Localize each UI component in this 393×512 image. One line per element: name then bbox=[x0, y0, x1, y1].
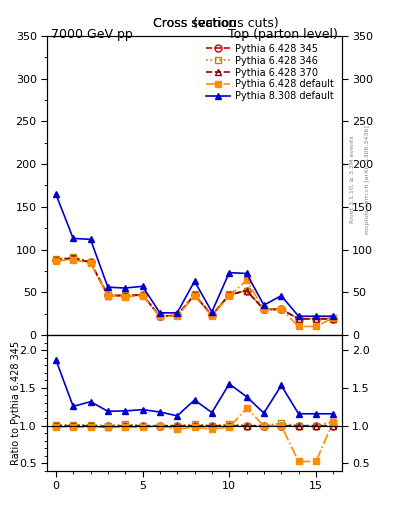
Pythia 6.428 default bbox=[53, 258, 58, 264]
Pythia 6.428 default bbox=[140, 293, 145, 299]
Pythia 6.428 default bbox=[88, 260, 93, 266]
Pythia 8.308 default bbox=[296, 313, 301, 319]
Pythia 6.428 346 bbox=[140, 292, 145, 298]
Pythia 6.428 370 bbox=[227, 292, 231, 298]
Text: Rivet 3.1.10, ≥ 3.2M events: Rivet 3.1.10, ≥ 3.2M events bbox=[350, 135, 355, 223]
Pythia 6.428 346 bbox=[279, 306, 284, 312]
Pythia 6.428 default bbox=[279, 306, 284, 312]
Pythia 8.308 default bbox=[53, 191, 58, 197]
Pythia 6.428 370 bbox=[296, 316, 301, 322]
Pythia 6.428 default bbox=[244, 278, 249, 284]
Line: Pythia 6.428 345: Pythia 6.428 345 bbox=[52, 254, 337, 322]
Pythia 6.428 default bbox=[158, 313, 162, 319]
Pythia 6.428 default bbox=[227, 293, 231, 299]
Text: (various cuts): (various cuts) bbox=[193, 17, 279, 30]
Pythia 6.428 346 bbox=[88, 259, 93, 265]
Pythia 8.308 default bbox=[123, 285, 128, 291]
Pythia 6.428 346 bbox=[314, 316, 318, 322]
Pythia 6.428 370 bbox=[88, 259, 93, 265]
Pythia 8.308 default bbox=[314, 313, 318, 319]
Pythia 6.428 346 bbox=[331, 315, 336, 321]
Pythia 6.428 370 bbox=[123, 293, 128, 299]
Pythia 6.428 default bbox=[192, 293, 197, 299]
Pythia 8.308 default bbox=[158, 310, 162, 316]
Text: Cross section: Cross section bbox=[153, 17, 236, 30]
Pythia 6.428 345 bbox=[71, 255, 75, 261]
Pythia 6.428 default bbox=[105, 293, 110, 299]
Pythia 6.428 default bbox=[314, 324, 318, 330]
Pythia 6.428 345 bbox=[209, 312, 214, 318]
Pythia 8.308 default bbox=[244, 270, 249, 276]
Pythia 6.428 default bbox=[261, 306, 266, 312]
Pythia 6.428 370 bbox=[331, 316, 336, 322]
Pythia 6.428 345 bbox=[140, 292, 145, 298]
Pythia 8.308 default bbox=[192, 278, 197, 284]
Text: mcplots.cern.ch [arXiv:1306.3436]: mcplots.cern.ch [arXiv:1306.3436] bbox=[365, 125, 371, 233]
Pythia 6.428 default bbox=[331, 315, 336, 321]
Pythia 6.428 370 bbox=[175, 312, 180, 318]
Text: Cross section: Cross section bbox=[153, 17, 236, 30]
Pythia 6.428 370 bbox=[314, 316, 318, 322]
Pythia 8.308 default bbox=[209, 309, 214, 315]
Pythia 6.428 346 bbox=[53, 256, 58, 262]
Pythia 6.428 345 bbox=[331, 316, 336, 322]
Pythia 8.308 default bbox=[261, 302, 266, 308]
Pythia 8.308 default bbox=[71, 236, 75, 242]
Pythia 6.428 370 bbox=[261, 306, 266, 312]
Pythia 6.428 346 bbox=[261, 306, 266, 312]
Pythia 6.428 346 bbox=[175, 312, 180, 318]
Pythia 6.428 default bbox=[175, 313, 180, 319]
Pythia 6.428 default bbox=[209, 313, 214, 319]
Pythia 6.428 345 bbox=[158, 313, 162, 319]
Pythia 6.428 345 bbox=[244, 288, 249, 294]
Line: Pythia 8.308 default: Pythia 8.308 default bbox=[52, 190, 337, 319]
Line: Pythia 6.428 346: Pythia 6.428 346 bbox=[52, 254, 337, 322]
Pythia 6.428 default bbox=[123, 293, 128, 300]
Pythia 6.428 346 bbox=[192, 291, 197, 297]
Pythia 6.428 346 bbox=[209, 312, 214, 318]
Pythia 6.428 346 bbox=[71, 254, 75, 260]
Text: 7000 GeV pp: 7000 GeV pp bbox=[51, 28, 133, 41]
Pythia 6.428 346 bbox=[244, 288, 249, 294]
Pythia 6.428 370 bbox=[279, 306, 284, 312]
Pythia 6.428 346 bbox=[227, 291, 231, 297]
Pythia 6.428 370 bbox=[71, 255, 75, 261]
Legend: Pythia 6.428 345, Pythia 6.428 346, Pythia 6.428 370, Pythia 6.428 default, Pyth: Pythia 6.428 345, Pythia 6.428 346, Pyth… bbox=[203, 40, 337, 104]
Pythia 6.428 default bbox=[296, 324, 301, 330]
Pythia 6.428 345 bbox=[53, 257, 58, 263]
Pythia 6.428 370 bbox=[53, 257, 58, 263]
Pythia 6.428 346 bbox=[105, 292, 110, 298]
Pythia 8.308 default bbox=[88, 236, 93, 242]
Pythia 6.428 370 bbox=[140, 292, 145, 298]
Pythia 8.308 default bbox=[140, 283, 145, 289]
Y-axis label: Ratio to Pythia 6.428 345: Ratio to Pythia 6.428 345 bbox=[11, 341, 21, 465]
Pythia 6.428 346 bbox=[158, 313, 162, 319]
Pythia 8.308 default bbox=[105, 284, 110, 290]
Pythia 6.428 345 bbox=[279, 306, 284, 312]
Pythia 6.428 345 bbox=[105, 292, 110, 298]
Pythia 6.428 345 bbox=[88, 259, 93, 265]
Pythia 6.428 345 bbox=[261, 306, 266, 312]
Pythia 6.428 345 bbox=[296, 316, 301, 322]
Pythia 8.308 default bbox=[175, 310, 180, 316]
Pythia 6.428 default bbox=[71, 257, 75, 263]
Pythia 6.428 345 bbox=[192, 292, 197, 298]
Pythia 6.428 345 bbox=[123, 293, 128, 299]
Pythia 8.308 default bbox=[227, 269, 231, 275]
Pythia 6.428 370 bbox=[192, 292, 197, 298]
Pythia 6.428 345 bbox=[314, 316, 318, 322]
Pythia 8.308 default bbox=[331, 313, 336, 319]
Text: Top (parton level): Top (parton level) bbox=[228, 28, 338, 41]
Pythia 6.428 345 bbox=[227, 292, 231, 298]
Line: Pythia 6.428 default: Pythia 6.428 default bbox=[52, 257, 337, 330]
Pythia 8.308 default bbox=[279, 293, 284, 299]
Pythia 6.428 370 bbox=[209, 312, 214, 318]
Pythia 6.428 345 bbox=[175, 312, 180, 318]
Pythia 6.428 370 bbox=[158, 313, 162, 319]
Line: Pythia 6.428 370: Pythia 6.428 370 bbox=[52, 254, 337, 322]
Pythia 6.428 346 bbox=[296, 316, 301, 322]
Pythia 6.428 346 bbox=[123, 292, 128, 298]
Pythia 6.428 370 bbox=[244, 288, 249, 294]
Pythia 6.428 370 bbox=[105, 293, 110, 299]
